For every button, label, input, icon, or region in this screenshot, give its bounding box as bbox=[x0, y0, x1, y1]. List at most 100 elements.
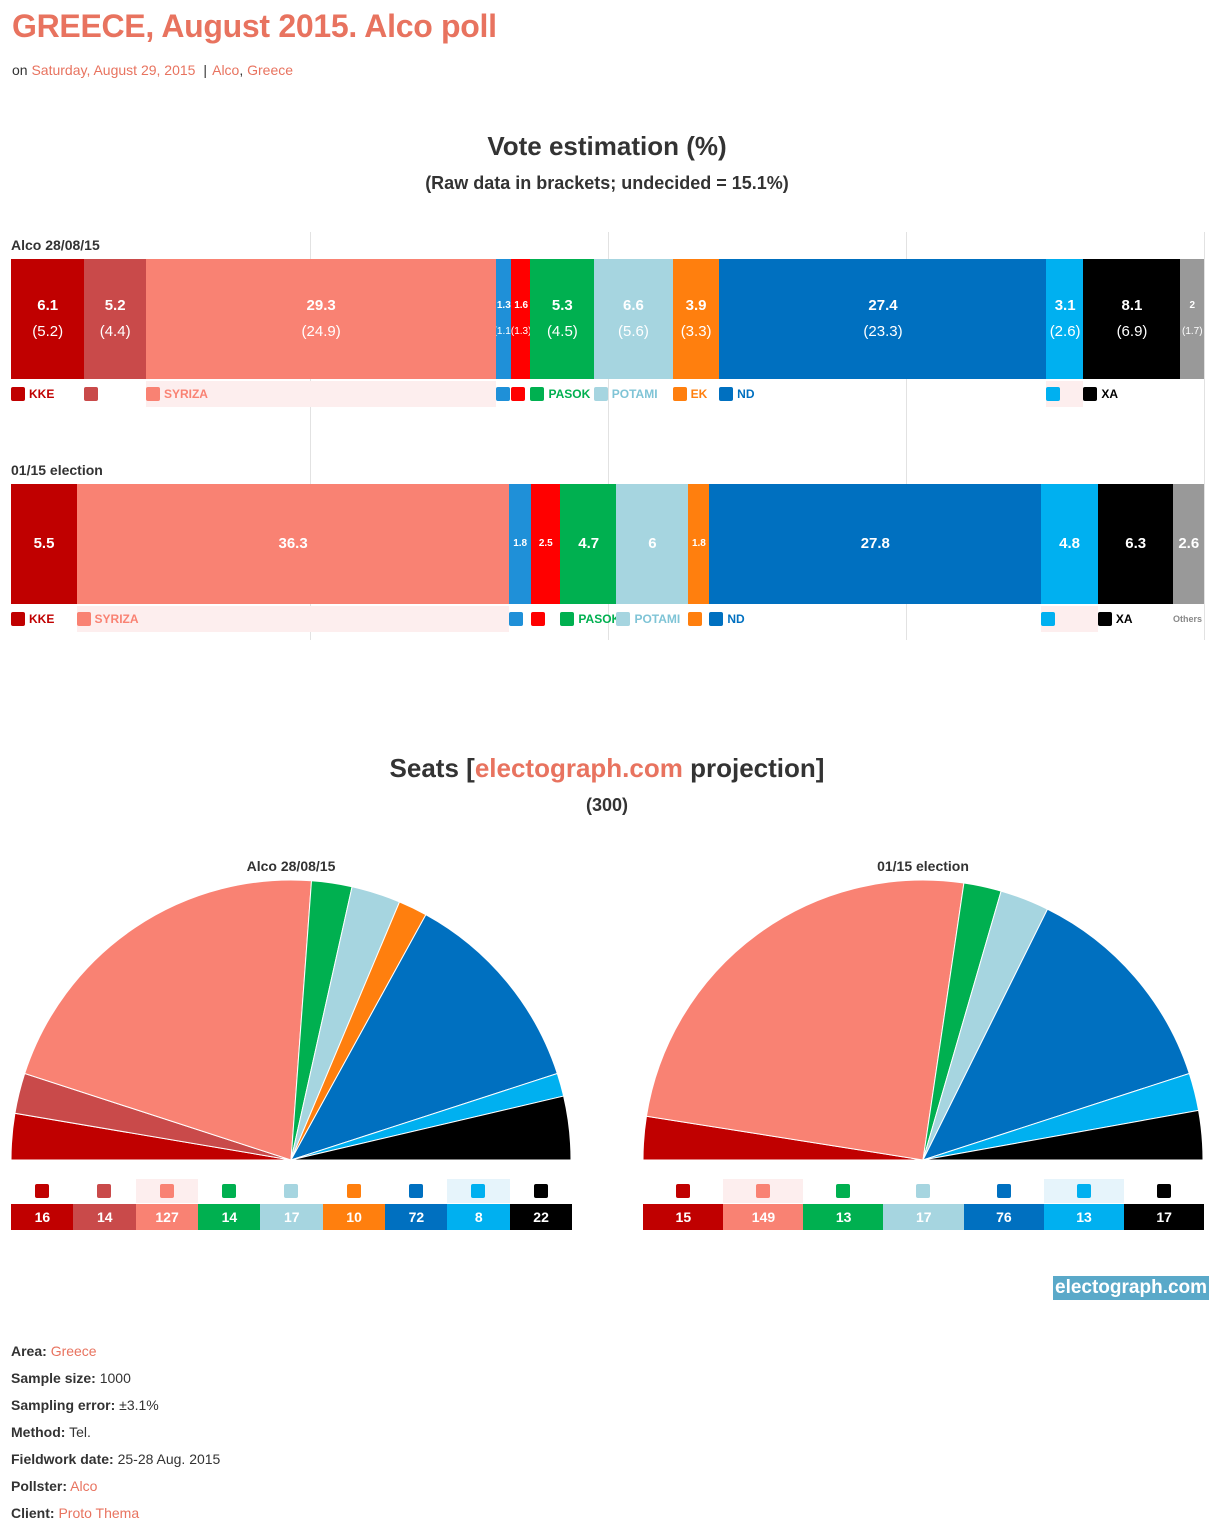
bar-raw-value-ek: (3.3) bbox=[680, 323, 712, 340]
bar-value-anel: 4.8 bbox=[1059, 535, 1080, 552]
seat-logo-potami-0 bbox=[260, 1179, 322, 1203]
seat-logo-xa-1 bbox=[1124, 1179, 1204, 1203]
poll-detail-value: 25-28 Aug. 2015 bbox=[117, 1451, 221, 1467]
seat-count-kke-1: 15 bbox=[643, 1204, 724, 1230]
party-logo-text-xa: XA bbox=[1115, 612, 1133, 626]
seat-count-lae-0: 14 bbox=[73, 1204, 137, 1230]
seat-logo-potami-1 bbox=[883, 1179, 963, 1203]
kke-logo-icon bbox=[676, 1184, 691, 1198]
seat-logo-pasok-0 bbox=[198, 1179, 260, 1203]
seat-count-pasok-0: 14 bbox=[198, 1204, 261, 1230]
poll-detail-row: Pollster: Alco bbox=[11, 1478, 97, 1494]
bar-raw-value-antarsya: (1.3) bbox=[511, 326, 531, 337]
potami-logo-icon bbox=[916, 1184, 931, 1198]
seats-title-link[interactable]: electograph.com bbox=[474, 753, 683, 783]
poll-detail-label: Fieldwork date: bbox=[11, 1451, 114, 1467]
poll-detail-value[interactable]: Proto Thema bbox=[58, 1505, 140, 1521]
bar-raw-value-xa: (6.9) bbox=[1116, 323, 1148, 340]
party-logo-text-pasok: PASOK bbox=[578, 612, 617, 626]
seat-logo-kke-0 bbox=[11, 1179, 73, 1203]
poll-detail-row: Sampling error: ±3.1% bbox=[11, 1397, 159, 1413]
seat-count-syriza-1: 149 bbox=[723, 1204, 804, 1230]
seat-logo-kke-1 bbox=[643, 1179, 723, 1203]
poll-detail-value: ±3.1% bbox=[119, 1397, 159, 1413]
bar-segment-pasok: 5.3 (4.5) bbox=[530, 259, 595, 379]
poll-detail-row: Client: Proto Thema bbox=[11, 1505, 139, 1521]
bar-segment-antarsya: 1.6 (1.3) bbox=[511, 259, 531, 379]
party-logo-xa: XA bbox=[1083, 381, 1180, 407]
bar-raw-value-others: (1.7) bbox=[1182, 326, 1203, 337]
poll-detail-row: Fieldwork date: 25-28 Aug. 2015 bbox=[11, 1451, 220, 1467]
bar-raw-value-kke: (5.2) bbox=[32, 323, 64, 340]
antarsya-logo-icon bbox=[530, 612, 545, 626]
syriza-logo-icon bbox=[159, 1184, 174, 1198]
tag-greece-link[interactable]: Greece bbox=[247, 62, 294, 78]
bar-value-ek: 1.8 bbox=[691, 538, 706, 549]
seat-logo-anel-0 bbox=[447, 1179, 510, 1203]
party-logo-epam bbox=[495, 381, 512, 407]
party-logo-text-syriza: SYRIZA bbox=[94, 612, 139, 626]
bar-value-lae: 5.2 bbox=[104, 297, 126, 314]
party-logo-antarsya bbox=[511, 381, 530, 407]
party-logo-text-nd: ND bbox=[737, 387, 755, 401]
bar-value-potami: 6.6 bbox=[622, 297, 644, 314]
party-logo-text-kke: KKE bbox=[29, 612, 55, 626]
party-logo-pasok: PASOK bbox=[530, 381, 593, 407]
nd-logo-icon bbox=[996, 1184, 1011, 1198]
antarsya-logo-icon bbox=[511, 387, 526, 401]
seat-slice-xa-1 bbox=[922, 1109, 1204, 1161]
gridline-1 bbox=[608, 232, 609, 640]
bar-raw-value-anel: (2.6) bbox=[1049, 323, 1081, 340]
bar-row-label-0: Alco 28/08/15 bbox=[11, 237, 100, 253]
bar-raw-value-potami: (5.6) bbox=[618, 323, 649, 340]
seat-count-xa-1: 17 bbox=[1123, 1204, 1205, 1230]
party-logo-nd: ND bbox=[719, 381, 1046, 407]
party-logo-text-pasok: PASOK bbox=[548, 387, 591, 401]
vote-section-title: Vote estimation (%) bbox=[487, 131, 727, 161]
seats-section-title: Seats [electograph.com projection] bbox=[0, 753, 1214, 784]
bar-value-syriza: 29.3 bbox=[306, 297, 336, 314]
party-logo-text-others: Others bbox=[1173, 614, 1203, 624]
xa-logo-icon bbox=[1097, 612, 1112, 626]
seat-count-anel-0: 8 bbox=[447, 1204, 511, 1230]
bar-value-others: 2 bbox=[1189, 300, 1196, 311]
electograph-watermark: electograph.com bbox=[1053, 1276, 1210, 1300]
bar-value-antarsya: 2.5 bbox=[538, 538, 553, 549]
bar-value-others: 2.6 bbox=[1178, 535, 1200, 552]
tag-comma: , bbox=[239, 62, 244, 78]
post-date-link[interactable]: Saturday, August 29, 2015 bbox=[31, 62, 196, 78]
seat-logo-anel-1 bbox=[1043, 1179, 1124, 1203]
bar-value-nd: 27.4 bbox=[868, 297, 898, 314]
bar-segment-xa: 6.3 bbox=[1097, 484, 1174, 604]
party-logo-text-syriza: SYRIZA bbox=[163, 387, 208, 401]
bar-value-ek: 3.9 bbox=[685, 297, 707, 314]
kke-logo-icon bbox=[11, 387, 25, 401]
party-logo-ek: EK bbox=[672, 381, 720, 407]
seat-count-kke-0: 16 bbox=[11, 1204, 74, 1230]
poll-detail-row: Method: Tel. bbox=[11, 1424, 91, 1440]
bar-value-kke: 5.5 bbox=[33, 535, 55, 552]
bar-value-kke: 6.1 bbox=[37, 297, 59, 314]
lae-logo-icon bbox=[83, 387, 98, 401]
bar-row-label-1: 01/15 election bbox=[11, 462, 103, 478]
party-logo-potami: POTAMI bbox=[593, 381, 673, 407]
poll-detail-value[interactable]: Alco bbox=[70, 1478, 98, 1494]
bar-value-nd: 27.8 bbox=[860, 535, 890, 552]
tag-alco-link[interactable]: Alco bbox=[212, 62, 240, 78]
bar-segment-others: 2.6 bbox=[1173, 484, 1205, 604]
poll-detail-value: 1000 bbox=[99, 1370, 131, 1386]
pasok-logo-icon bbox=[530, 387, 545, 401]
post-byline: on Saturday, August 29, 2015 | Alco, Gre… bbox=[12, 62, 293, 78]
poll-detail-value[interactable]: Greece bbox=[50, 1343, 97, 1359]
party-logo-text-potami: POTAMI bbox=[634, 612, 681, 626]
seats-title-pre: Seats [ bbox=[389, 753, 475, 783]
pasok-logo-icon bbox=[222, 1184, 237, 1198]
kke-logo-icon bbox=[35, 1184, 50, 1198]
bar-value-antarsya: 1.6 bbox=[514, 300, 529, 311]
bar-segment-kke: 6.1 (5.2) bbox=[11, 259, 85, 379]
party-logo-text-ek: EK bbox=[690, 387, 708, 401]
seat-logo-nd-1 bbox=[964, 1179, 1044, 1203]
party-logo-others: Others bbox=[1173, 606, 1204, 632]
seat-logo-xa-0 bbox=[510, 1179, 572, 1203]
xa-logo-icon bbox=[1156, 1184, 1171, 1198]
